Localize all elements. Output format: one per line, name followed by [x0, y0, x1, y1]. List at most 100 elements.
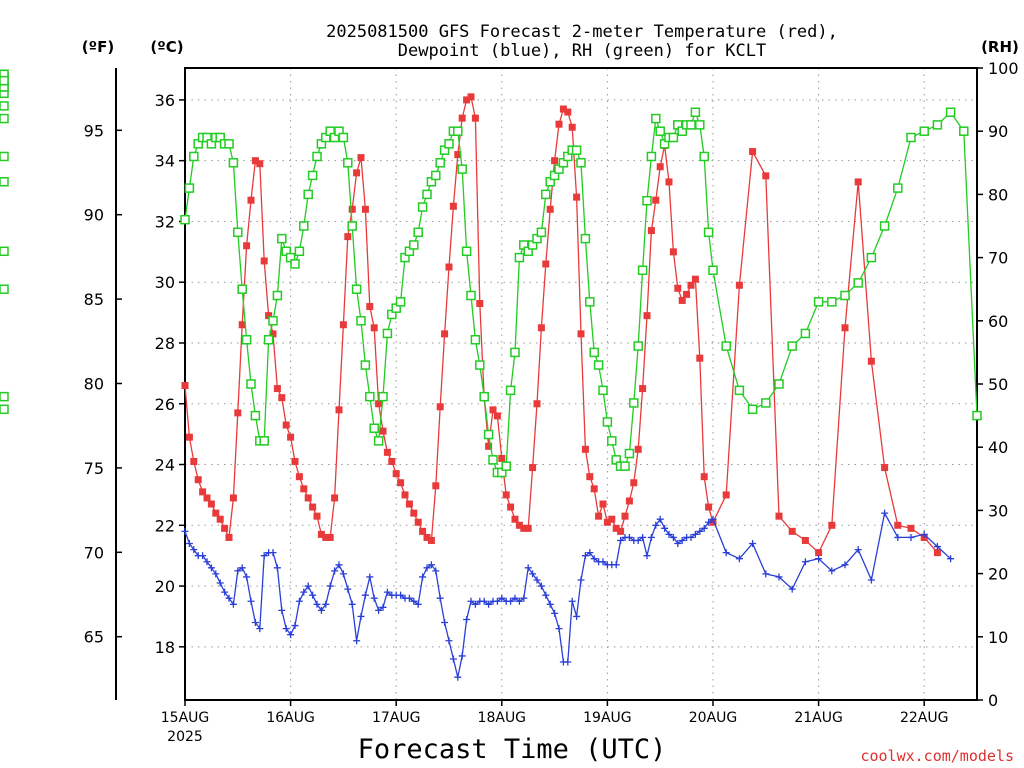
temperature-marker	[691, 275, 699, 283]
temperature-marker	[463, 96, 471, 104]
dewpoint-marker	[247, 597, 255, 605]
dewpoint-marker	[471, 600, 479, 608]
chart-title-line-2: Dewpoint (blue), RH (green) for KCLT	[398, 41, 766, 61]
rh-marker	[365, 391, 375, 402]
dewpoint-marker	[674, 540, 682, 548]
temperature-marker	[265, 312, 273, 320]
temperature-marker	[458, 114, 466, 122]
temperature-marker	[489, 406, 497, 414]
rh-tick-label: 10	[988, 628, 1008, 647]
temperature-marker	[735, 281, 743, 289]
temperature-marker	[207, 500, 215, 508]
temperature-marker	[625, 497, 633, 505]
temperature-marker	[353, 169, 361, 177]
temperature-marker	[801, 536, 809, 544]
dewpoint-marker	[775, 573, 783, 581]
rh-tick-label: 100	[988, 59, 1019, 78]
dewpoint-marker	[366, 573, 374, 581]
tick-label-layer: 15AUG 2025 16AUG 17AUG 18AUG 19AUG 20AUG 21AUG 2…	[84, 59, 1019, 745]
rh-marker	[646, 151, 657, 162]
rh-tick-label: 40	[988, 438, 1008, 457]
fahrenheit-tick-label: 65	[84, 628, 104, 647]
temperature-marker	[639, 385, 647, 393]
rh-marker	[655, 126, 665, 136]
temperature-marker	[546, 205, 554, 213]
rh-marker	[461, 246, 472, 257]
dewpoint-marker	[533, 576, 541, 584]
rh-marker	[501, 461, 511, 471]
temperature-marker	[427, 536, 435, 544]
temperature-marker	[599, 500, 607, 508]
rh-marker	[299, 221, 309, 231]
temperature-marker	[678, 296, 686, 304]
temperature-marker	[344, 233, 352, 241]
x-tick-label: 18AUG	[478, 710, 527, 726]
rh-marker	[602, 417, 613, 427]
dewpoint-marker	[190, 546, 198, 554]
rh-marker	[774, 379, 784, 389]
temperature-marker	[669, 248, 677, 256]
dewpoint-marker	[762, 570, 770, 578]
temperature-marker	[643, 312, 651, 320]
dewpoint-marker	[854, 546, 862, 554]
temperature-marker	[788, 527, 796, 535]
temperature-marker	[449, 202, 457, 210]
temperature-marker	[405, 500, 413, 508]
rh-marker	[343, 158, 353, 168]
dewpoint-marker	[432, 567, 440, 575]
temperature-marker	[229, 494, 237, 502]
dewpoint-marker	[691, 530, 699, 538]
temperature-marker	[749, 148, 757, 156]
temperature-marker	[423, 533, 431, 541]
fahrenheit-tick-label: 95	[84, 121, 104, 140]
temperature-marker	[696, 354, 704, 362]
celsius-tick-label: 34	[155, 152, 175, 171]
dewpoint-marker	[647, 533, 655, 541]
dewpoint-marker	[436, 594, 444, 602]
dewpoint-marker	[511, 594, 519, 602]
temperature-marker	[652, 196, 660, 204]
rh-marker	[233, 227, 243, 238]
temperature-marker	[630, 479, 638, 487]
rh-marker	[395, 297, 406, 307]
dewpoint-marker	[520, 594, 528, 602]
x-tick-label: 22AUG	[900, 710, 949, 726]
dewpoint-marker	[326, 582, 334, 590]
rh-marker	[250, 410, 261, 421]
rh-marker	[0, 177, 9, 187]
dewpoint-marker	[735, 555, 743, 563]
temperature-marker	[375, 400, 383, 408]
dewpoint-marker	[749, 540, 757, 548]
dewpoint-marker	[229, 600, 237, 608]
rh-marker	[347, 221, 357, 231]
rh-marker	[505, 385, 516, 396]
temperature-marker	[612, 524, 620, 532]
fahrenheit-tick-label: 75	[84, 459, 104, 478]
rh-marker	[338, 132, 349, 143]
temperature-marker	[185, 433, 193, 441]
rh-marker	[972, 410, 982, 421]
temperature-marker	[529, 464, 537, 472]
rh-marker	[721, 341, 731, 351]
rh-marker	[369, 423, 379, 433]
rh-marker	[695, 120, 705, 130]
celsius-tick-label: 20	[155, 577, 175, 596]
rh-marker	[906, 132, 916, 143]
temperature-marker	[313, 512, 321, 520]
dewpoint-marker	[709, 515, 717, 523]
temperature-marker	[634, 445, 642, 453]
temperature-marker	[581, 445, 589, 453]
temperature-marker	[507, 503, 515, 511]
temperature-marker	[331, 494, 339, 502]
temperature-marker	[647, 227, 655, 235]
temperature-marker	[251, 157, 259, 165]
dewpoint-marker	[551, 609, 559, 617]
temperature-marker	[348, 205, 356, 213]
rh-marker	[699, 151, 709, 162]
temperature-marker	[564, 108, 572, 116]
rh-marker	[708, 265, 718, 275]
dewpoint-marker	[317, 606, 325, 614]
rh-marker	[444, 139, 454, 149]
temperature-marker	[357, 154, 365, 162]
dewpoint-marker	[669, 533, 677, 541]
